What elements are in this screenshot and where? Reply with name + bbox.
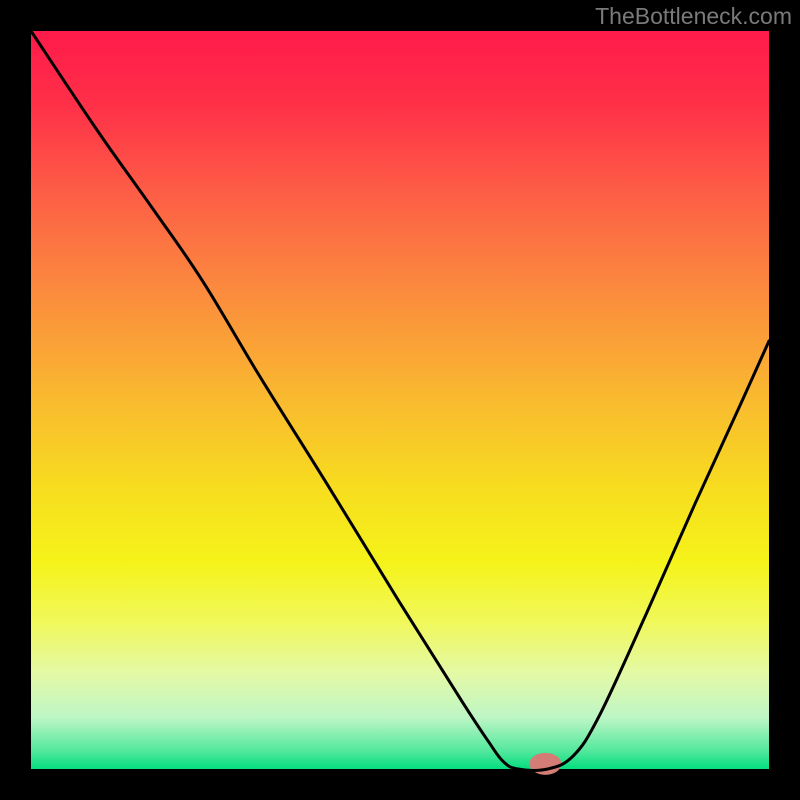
gradient-background [31,31,769,769]
watermark-label: TheBottleneck.com [595,3,792,30]
bottleneck-line-chart [0,0,800,800]
